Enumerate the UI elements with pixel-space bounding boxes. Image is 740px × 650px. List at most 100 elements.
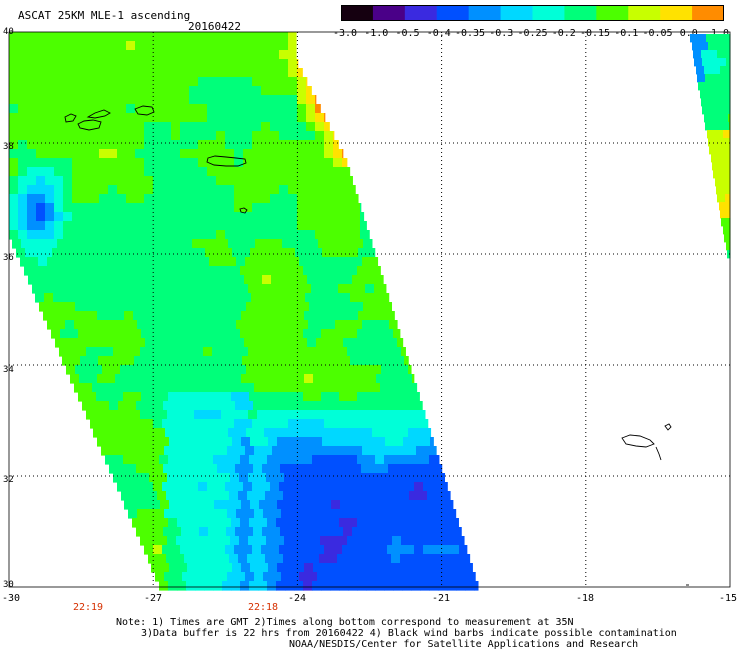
swath-cell	[127, 464, 137, 474]
swath-cell	[55, 338, 65, 348]
swath-cell	[144, 122, 154, 132]
swath-cell	[209, 509, 219, 519]
swath-cell	[360, 212, 365, 222]
swath-cell	[27, 131, 37, 141]
swath-cell	[252, 185, 262, 195]
swath-cell	[261, 149, 271, 159]
swath-cell	[407, 383, 417, 393]
swath-cell	[213, 518, 223, 528]
swath-cell	[69, 266, 79, 276]
swath-cell	[129, 239, 139, 249]
swath-cell	[171, 59, 181, 69]
swath-cell	[241, 311, 251, 321]
swath-cell	[306, 140, 316, 150]
swath-cell	[306, 167, 316, 177]
swath-cell	[126, 95, 136, 105]
swath-cell	[171, 212, 181, 222]
swath-cell	[309, 428, 319, 438]
swath-cell	[244, 527, 254, 537]
swath-cell	[279, 131, 289, 141]
swath-cell	[154, 527, 164, 537]
swath-cell	[210, 302, 220, 312]
swath-cell	[451, 527, 461, 537]
swath-cell	[171, 77, 181, 87]
swath-cell	[63, 77, 73, 87]
swath-cell	[54, 104, 64, 114]
swath-cell	[100, 338, 110, 348]
swath-cell	[297, 131, 307, 141]
swath-cell	[146, 383, 156, 393]
swath-cell	[289, 527, 299, 537]
swath-cell	[117, 95, 127, 105]
swath-cell	[203, 410, 213, 420]
swath-cell	[225, 545, 235, 555]
swath-cell	[124, 500, 134, 510]
swath-cell	[18, 32, 28, 42]
swath-cell	[384, 392, 394, 402]
swath-cell	[207, 104, 217, 114]
swath-cell	[97, 311, 107, 321]
swath-cell	[277, 563, 287, 573]
swath-cell	[47, 320, 57, 330]
swath-cell	[240, 266, 250, 276]
swath-cell	[242, 293, 252, 303]
swath-cell	[99, 113, 109, 123]
swath-cell	[261, 104, 271, 114]
swath-cell	[270, 185, 280, 195]
swath-cell	[366, 266, 376, 276]
swath-cell	[322, 248, 332, 258]
swath-cell	[425, 446, 435, 456]
swath-cell	[278, 293, 288, 303]
swath-cell	[217, 527, 227, 537]
swath-cell	[81, 185, 91, 195]
swath-cell	[320, 536, 330, 546]
swath-cell	[35, 293, 45, 303]
swath-cell	[297, 545, 307, 555]
swath-cell	[265, 554, 275, 564]
swath-cell	[255, 365, 265, 375]
swath-cell	[339, 518, 349, 528]
swath-cell	[117, 131, 127, 141]
swath-cell	[387, 482, 397, 492]
swath-cell	[180, 482, 190, 492]
swath-cell	[267, 581, 277, 591]
swath-cell	[273, 365, 283, 375]
swath-cell	[180, 59, 190, 69]
swath-cell	[117, 482, 127, 492]
swath-cell	[153, 113, 163, 123]
swath-cell	[281, 320, 291, 330]
swath-cell	[375, 518, 385, 528]
swath-cell	[294, 518, 304, 528]
swath-cell	[182, 383, 192, 393]
swath-cell	[207, 41, 217, 51]
swath-cell	[324, 149, 334, 159]
swath-cell	[189, 131, 199, 141]
swath-cell	[89, 356, 99, 366]
swath-cell	[108, 221, 118, 231]
swath-cell	[191, 446, 201, 456]
swath-cell	[234, 68, 244, 78]
swath-cell	[186, 518, 196, 528]
swath-cell	[108, 131, 118, 141]
swath-cell	[259, 248, 269, 258]
swath-cell	[442, 527, 452, 537]
swath-cell	[234, 212, 244, 222]
swath-cell	[272, 383, 282, 393]
swath-cell	[140, 410, 150, 420]
swath-cell	[385, 311, 395, 321]
swath-cell	[198, 167, 208, 177]
swath-cell	[72, 41, 82, 51]
swath-cell	[90, 158, 100, 168]
swath-cell	[63, 149, 73, 159]
swath-cell	[315, 482, 325, 492]
swath-cell	[171, 545, 181, 555]
swath-cell	[54, 86, 64, 96]
swath-cell	[90, 32, 100, 42]
swath-cell	[336, 302, 346, 312]
swath-cell	[377, 293, 387, 303]
swath-cell	[12, 239, 22, 249]
swath-cell	[171, 419, 181, 429]
swath-cell	[366, 518, 376, 528]
swath-cell	[99, 41, 109, 51]
